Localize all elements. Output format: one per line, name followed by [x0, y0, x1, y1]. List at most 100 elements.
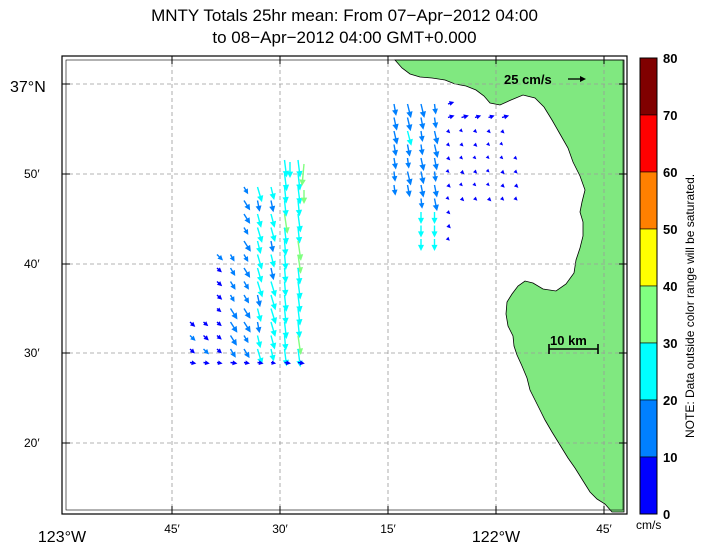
colorbar-band-20-30	[639, 342, 658, 401]
current-vector	[243, 348, 250, 359]
current-vector	[243, 281, 249, 290]
current-vector	[485, 155, 490, 160]
colorbar-tick-60: 60	[663, 165, 677, 180]
current-vector	[229, 254, 235, 262]
current-vector	[269, 240, 275, 253]
current-vector	[391, 157, 398, 170]
current-vector	[500, 129, 505, 134]
current-vector	[300, 190, 308, 204]
current-vector	[282, 308, 289, 325]
current-vector	[243, 360, 250, 366]
current-vector	[243, 267, 251, 278]
current-vector	[432, 157, 439, 171]
current-vector	[216, 321, 222, 327]
current-vector	[446, 129, 451, 134]
current-vector	[406, 130, 413, 146]
colorbar-tick-30: 30	[663, 336, 677, 351]
current-vector	[446, 223, 451, 229]
current-vector	[297, 360, 305, 366]
current-vector	[256, 213, 263, 228]
current-vector	[472, 128, 478, 134]
current-vector	[296, 159, 303, 178]
current-vector	[270, 227, 277, 242]
current-vector	[392, 130, 399, 145]
current-vector	[432, 103, 438, 115]
current-vector	[243, 254, 249, 262]
current-vector	[295, 227, 303, 244]
current-vector	[513, 183, 519, 188]
map-frame	[61, 55, 628, 515]
current-vector	[488, 114, 495, 120]
colorbar-tick-70: 70	[663, 108, 677, 123]
current-vector	[418, 130, 425, 142]
current-vector	[269, 348, 276, 362]
current-vector	[269, 254, 276, 268]
current-vector	[256, 254, 264, 270]
current-vector	[229, 281, 236, 290]
current-vector	[447, 101, 455, 106]
current-vector	[473, 196, 478, 201]
current-vector	[256, 308, 263, 323]
current-vector	[299, 163, 306, 186]
current-vector	[419, 184, 426, 198]
colorbar-band-30-40	[639, 285, 658, 344]
scale-bar	[548, 344, 599, 354]
lon-label-123w: 123°W	[38, 529, 87, 546]
map-title-line-1: MNTY Totals 25hr mean: From 07−Apr−2012 …	[151, 6, 538, 25]
current-vector	[189, 348, 196, 354]
current-vector	[282, 321, 289, 340]
current-vector	[474, 114, 482, 120]
current-vector	[255, 294, 262, 308]
current-vector	[459, 155, 463, 160]
current-vector	[417, 212, 425, 224]
current-vector	[229, 308, 238, 320]
current-vector	[513, 155, 518, 160]
current-vector	[447, 114, 455, 120]
current-vector	[406, 171, 413, 186]
current-vector	[243, 240, 251, 252]
current-vector	[256, 227, 264, 243]
current-vector	[189, 360, 197, 366]
lat-label-40: 40′	[24, 257, 40, 271]
current-vector	[296, 281, 303, 300]
colorbar-frame	[639, 57, 658, 515]
current-vectors	[189, 101, 519, 368]
current-vector	[459, 196, 465, 202]
current-vector	[419, 157, 426, 171]
current-vector	[255, 321, 262, 334]
current-vector	[432, 171, 438, 183]
colorbar-band-60-70	[639, 114, 658, 173]
current-vector	[472, 169, 478, 174]
current-vector	[270, 360, 277, 365]
current-vector	[418, 144, 425, 156]
current-vector	[296, 186, 303, 205]
current-vector	[392, 144, 399, 157]
current-vector	[243, 321, 251, 333]
current-vector	[216, 360, 223, 365]
colorbar-unit: cm/s	[636, 518, 661, 532]
current-vector	[282, 294, 289, 312]
colorbar-tick-40: 40	[663, 279, 677, 294]
current-vector	[296, 173, 303, 191]
current-vector	[417, 239, 425, 251]
current-vector	[419, 171, 426, 185]
current-vector	[391, 184, 398, 196]
coastline-land	[394, 59, 625, 513]
current-vector	[458, 128, 463, 133]
current-vector	[282, 281, 289, 297]
current-vector	[500, 183, 505, 188]
current-vector	[295, 321, 303, 339]
current-vector	[229, 321, 238, 333]
current-vector	[269, 267, 276, 281]
map-gridlines	[62, 56, 627, 514]
current-vector	[445, 169, 450, 173]
map-title-line-2: to 08−Apr−2012 04:00 GMT+0.000	[212, 28, 477, 47]
current-vector	[432, 184, 439, 198]
current-vector	[459, 142, 464, 147]
current-vector	[282, 267, 289, 284]
current-vector	[446, 183, 451, 188]
colorbar	[639, 57, 658, 515]
current-vector	[472, 182, 477, 187]
current-vector	[431, 225, 438, 238]
current-vector	[500, 196, 505, 201]
